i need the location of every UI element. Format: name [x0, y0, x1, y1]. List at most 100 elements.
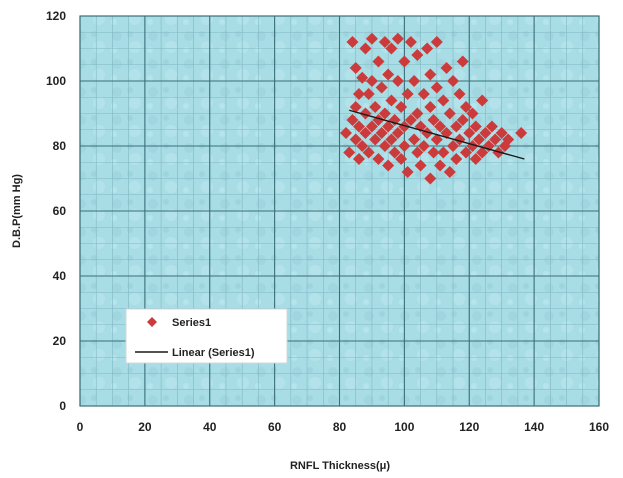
x-axis-tick-labels: 0 20 40 60 80 100 120 140 160 — [77, 420, 610, 434]
data-point — [378, 107, 391, 120]
data-point — [437, 146, 450, 159]
x-tick-label: 40 — [203, 420, 217, 434]
data-point — [408, 133, 421, 146]
data-point — [382, 120, 395, 133]
data-point — [424, 172, 437, 185]
data-point — [395, 153, 408, 165]
x-axis-title: RNFL Thickness(μ) — [290, 460, 390, 472]
data-point — [369, 101, 382, 113]
data-point — [382, 159, 395, 172]
data-point — [515, 127, 528, 139]
data-point — [356, 71, 369, 84]
y-tick-label: 120 — [46, 9, 66, 23]
data-point — [378, 36, 391, 48]
data-point — [398, 140, 411, 152]
data-point — [359, 42, 372, 55]
data-point — [382, 68, 395, 81]
data-point — [430, 81, 443, 94]
y-tick-label: 60 — [53, 204, 67, 218]
x-tick-label: 0 — [77, 420, 84, 434]
y-tick-label: 100 — [46, 74, 66, 88]
data-point — [427, 146, 440, 159]
data-point — [443, 166, 456, 178]
data-point — [466, 107, 479, 120]
data-point — [349, 62, 362, 74]
data-point — [417, 88, 430, 100]
data-point — [375, 81, 388, 94]
data-point — [421, 127, 434, 139]
data-point — [460, 101, 473, 113]
data-point — [430, 36, 443, 48]
data-point — [385, 94, 398, 107]
data-point — [411, 146, 424, 159]
data-point — [443, 107, 456, 120]
data-point — [456, 55, 469, 68]
data-point — [401, 88, 414, 100]
series1-points — [339, 32, 528, 185]
data-point — [343, 146, 356, 159]
data-point — [450, 153, 463, 165]
x-tick-label: 160 — [589, 420, 609, 434]
legend-trendline-label: Linear (Series1) — [172, 347, 255, 359]
y-tick-label: 80 — [53, 139, 67, 153]
x-tick-label: 140 — [524, 420, 544, 434]
data-point — [352, 88, 365, 100]
data-point — [372, 55, 385, 68]
data-point — [482, 140, 495, 152]
x-tick-label: 20 — [138, 420, 152, 434]
data-point — [352, 153, 365, 165]
data-point — [424, 101, 437, 113]
plot-border — [79, 15, 600, 407]
data-point — [476, 94, 489, 107]
data-point — [346, 114, 359, 126]
y-tick-label: 20 — [53, 334, 67, 348]
data-point — [434, 120, 447, 133]
data-point — [398, 55, 411, 68]
data-point — [469, 120, 482, 133]
data-point — [391, 75, 404, 87]
x-tick-label: 120 — [459, 420, 479, 434]
data-point — [502, 133, 515, 146]
data-point — [359, 107, 372, 120]
data-point — [391, 127, 404, 139]
legend-series1-marker — [147, 317, 157, 327]
data-point — [479, 127, 492, 139]
data-point — [434, 159, 447, 172]
data-point — [424, 68, 437, 81]
data-point — [430, 133, 443, 146]
data-point — [427, 114, 440, 126]
data-point — [362, 88, 375, 100]
data-point — [362, 146, 375, 159]
data-point — [365, 32, 378, 45]
data-point — [463, 127, 476, 139]
data-point — [456, 114, 469, 126]
major-gridlines — [79, 15, 600, 407]
data-point — [476, 146, 489, 159]
data-point — [404, 36, 417, 48]
data-point — [453, 88, 466, 100]
data-point — [485, 120, 498, 133]
data-point — [356, 140, 369, 152]
data-point — [414, 159, 427, 172]
data-point — [359, 127, 372, 139]
data-point — [460, 146, 473, 159]
data-point — [495, 127, 508, 139]
y-tick-label: 40 — [53, 269, 67, 283]
data-point — [421, 42, 434, 55]
data-point — [408, 75, 421, 87]
data-point — [391, 32, 404, 45]
data-point — [365, 120, 378, 133]
data-point — [365, 75, 378, 87]
legend-series1-label: Series1 — [172, 317, 211, 329]
legend: Series1 Linear (Series1) — [125, 308, 288, 364]
data-point — [450, 120, 463, 133]
data-point — [401, 166, 414, 178]
data-point — [346, 36, 359, 48]
data-point — [339, 127, 352, 139]
data-point — [437, 94, 450, 107]
data-point — [375, 127, 388, 139]
x-tick-label: 60 — [268, 420, 282, 434]
data-point — [404, 114, 417, 126]
